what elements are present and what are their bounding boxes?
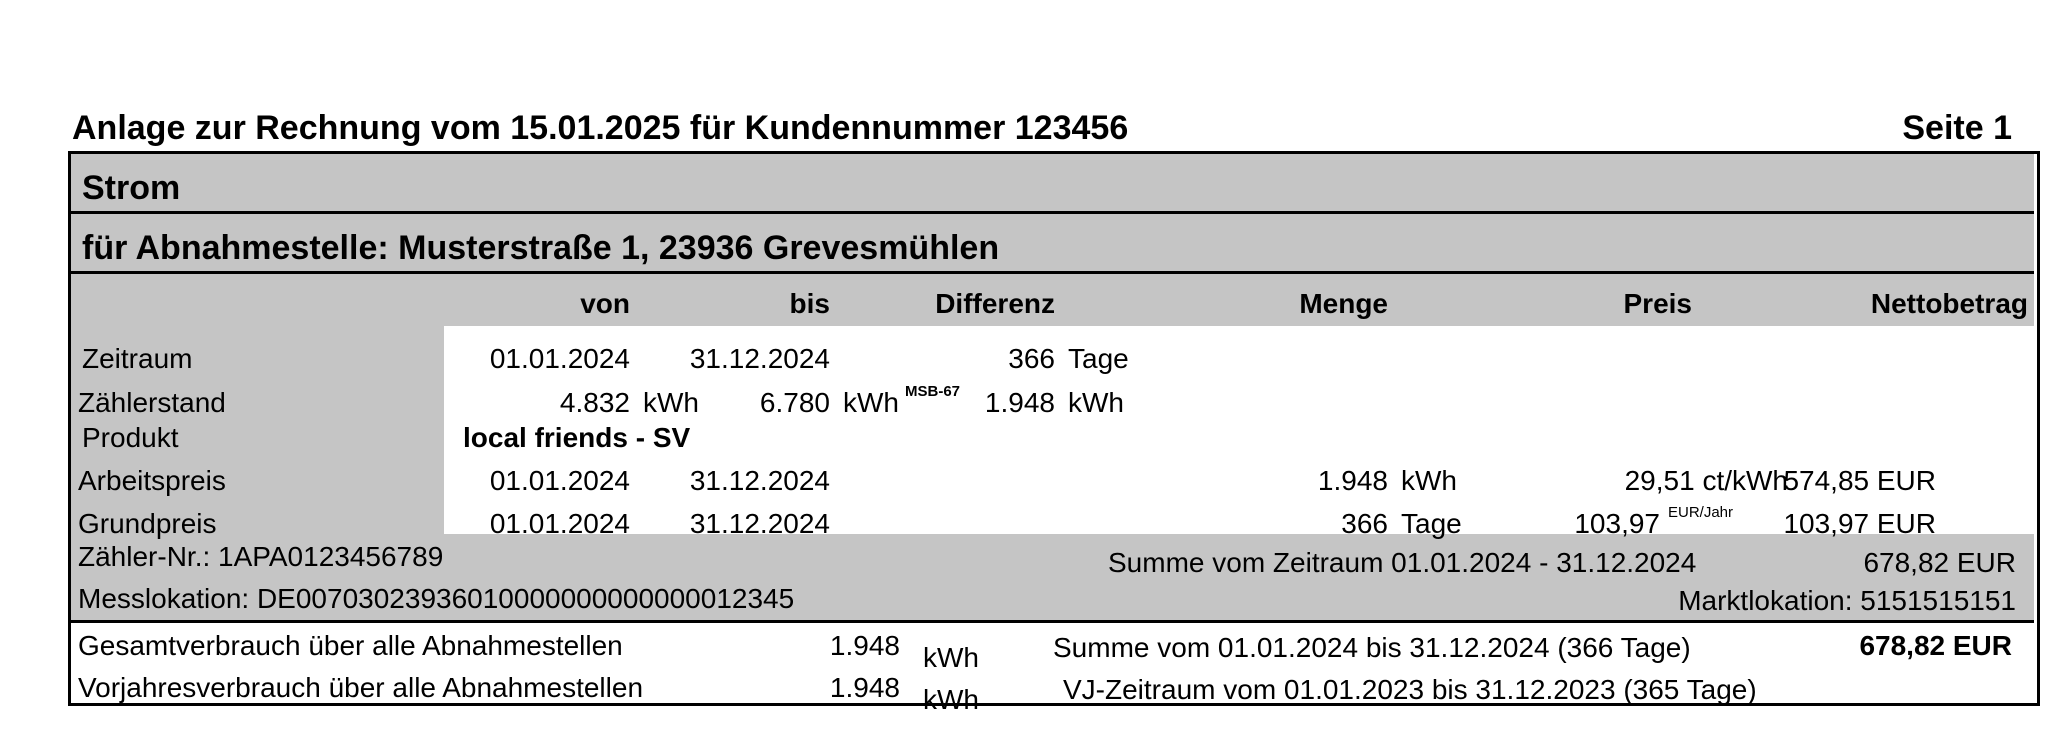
row-arbeitspreis-menge-unit: kWh — [1401, 465, 1457, 496]
row-zeitraum-bis: 31.12.2024 — [689, 343, 830, 374]
summary-marktlokation: Marktlokation: 5151515151 — [1678, 585, 2016, 616]
row-zaehlerstand-differenz-value: 1.948 — [984, 387, 1055, 418]
divider-line — [71, 211, 2034, 214]
row-zaehlerstand-differenz-unit: kWh — [1068, 387, 1124, 418]
divider-line — [71, 271, 2034, 274]
row-zaehlerstand-von-unit: kWh — [643, 387, 699, 418]
row-arbeitspreis-nettobetrag: 574,85 EUR — [1783, 465, 1936, 496]
section-title-band — [71, 154, 2034, 211]
row-arbeitspreis-label: Arbeitspreis — [78, 465, 226, 496]
row-label-column-band — [71, 326, 444, 534]
section-title: Strom — [82, 169, 181, 207]
subsection-title: für Abnahmestelle: Musterstraße 1, 23936… — [82, 229, 1000, 267]
summary-messlokation: Messlokation: DE007030239360100000000000… — [78, 583, 795, 614]
totals-vorjahr-value: 1.948 — [829, 672, 900, 703]
strom-table-border — [68, 151, 2040, 706]
row-grundpreis-label: Grundpreis — [78, 508, 217, 539]
totals-vorjahr-period: VJ-Zeitraum vom 01.01.2023 bis 31.12.202… — [1063, 674, 1757, 705]
column-header-bis: bis — [789, 288, 830, 319]
row-grundpreis-nettobetrag: 103,97 EUR — [1783, 508, 1936, 539]
totals-gesamt-value: 1.948 — [829, 630, 900, 661]
summary-summe-zeitraum: Summe vom Zeitraum 01.01.2024 - 31.12.20… — [1108, 547, 1697, 578]
row-zaehlerstand-label: Zählerstand — [78, 387, 226, 418]
totals-gesamt-label: Gesamtverbrauch über alle Abnahmestellen — [78, 630, 623, 661]
row-grundpreis-preis-unit: EUR/Jahr — [1668, 504, 1734, 521]
row-produkt-label: Produkt — [82, 422, 179, 453]
row-zaehlerstand-bis-value: 6.780 — [759, 387, 830, 418]
row-grundpreis-menge-value: 366 — [1341, 508, 1388, 539]
row-grundpreis-bis: 31.12.2024 — [689, 508, 830, 539]
row-zeitraum-differenz-value: 366 — [1008, 343, 1055, 374]
divider-line — [71, 620, 2034, 623]
row-zaehlerstand-von-value: 4.832 — [559, 387, 630, 418]
row-zeitraum-von: 01.01.2024 — [489, 343, 630, 374]
column-header-band — [71, 274, 2034, 326]
column-header-von: von — [580, 288, 630, 319]
page-number: Seite 1 — [1902, 109, 2012, 147]
row-produkt-value: local friends - SV — [463, 422, 691, 453]
totals-gesamt-unit: kWh — [923, 642, 979, 673]
row-zeitraum-differenz-unit: Tage — [1068, 343, 1129, 374]
column-header-nettobetrag: Nettobetrag — [1870, 288, 2028, 319]
row-zaehlerstand-bis-unit: kWh — [843, 387, 899, 418]
totals-gesamt-amount: 678,82 EUR — [1859, 630, 2012, 661]
row-zaehlerstand-msb-note: MSB-67 — [905, 383, 961, 400]
row-grundpreis-von: 01.01.2024 — [489, 508, 630, 539]
totals-gesamt-period: Summe vom 01.01.2024 bis 31.12.2024 (366… — [1053, 632, 1691, 663]
page-title: Anlage zur Rechnung vom 15.01.2025 für K… — [72, 109, 1129, 147]
row-grundpreis-menge-unit: Tage — [1401, 508, 1462, 539]
totals-vorjahr-unit: kWh — [923, 684, 979, 715]
summary-summe-betrag: 678,82 EUR — [1863, 547, 2016, 578]
row-grundpreis-preis-value: 103,97 — [1574, 508, 1660, 539]
column-header-menge: Menge — [1299, 288, 1388, 319]
totals-vorjahr-label: Vorjahresverbrauch über alle Abnahmestel… — [78, 672, 644, 703]
data-area — [444, 326, 2037, 534]
row-zeitraum-label: Zeitraum — [82, 343, 193, 374]
row-arbeitspreis-von: 01.01.2024 — [489, 465, 630, 496]
row-arbeitspreis-menge-value: 1.948 — [1317, 465, 1388, 496]
row-arbeitspreis-bis: 31.12.2024 — [689, 465, 830, 496]
column-header-differenz: Differenz — [935, 288, 1055, 319]
summary-band — [71, 534, 2034, 620]
column-header-nettobetrag: Preis — [1623, 288, 1693, 319]
subsection-title-band — [71, 214, 2034, 271]
summary-zaehler-nr: Zähler-Nr.: 1APA0123456789 — [78, 541, 444, 572]
row-arbeitspreis-preis: 29,51 ct/kWh — [1624, 465, 1788, 496]
